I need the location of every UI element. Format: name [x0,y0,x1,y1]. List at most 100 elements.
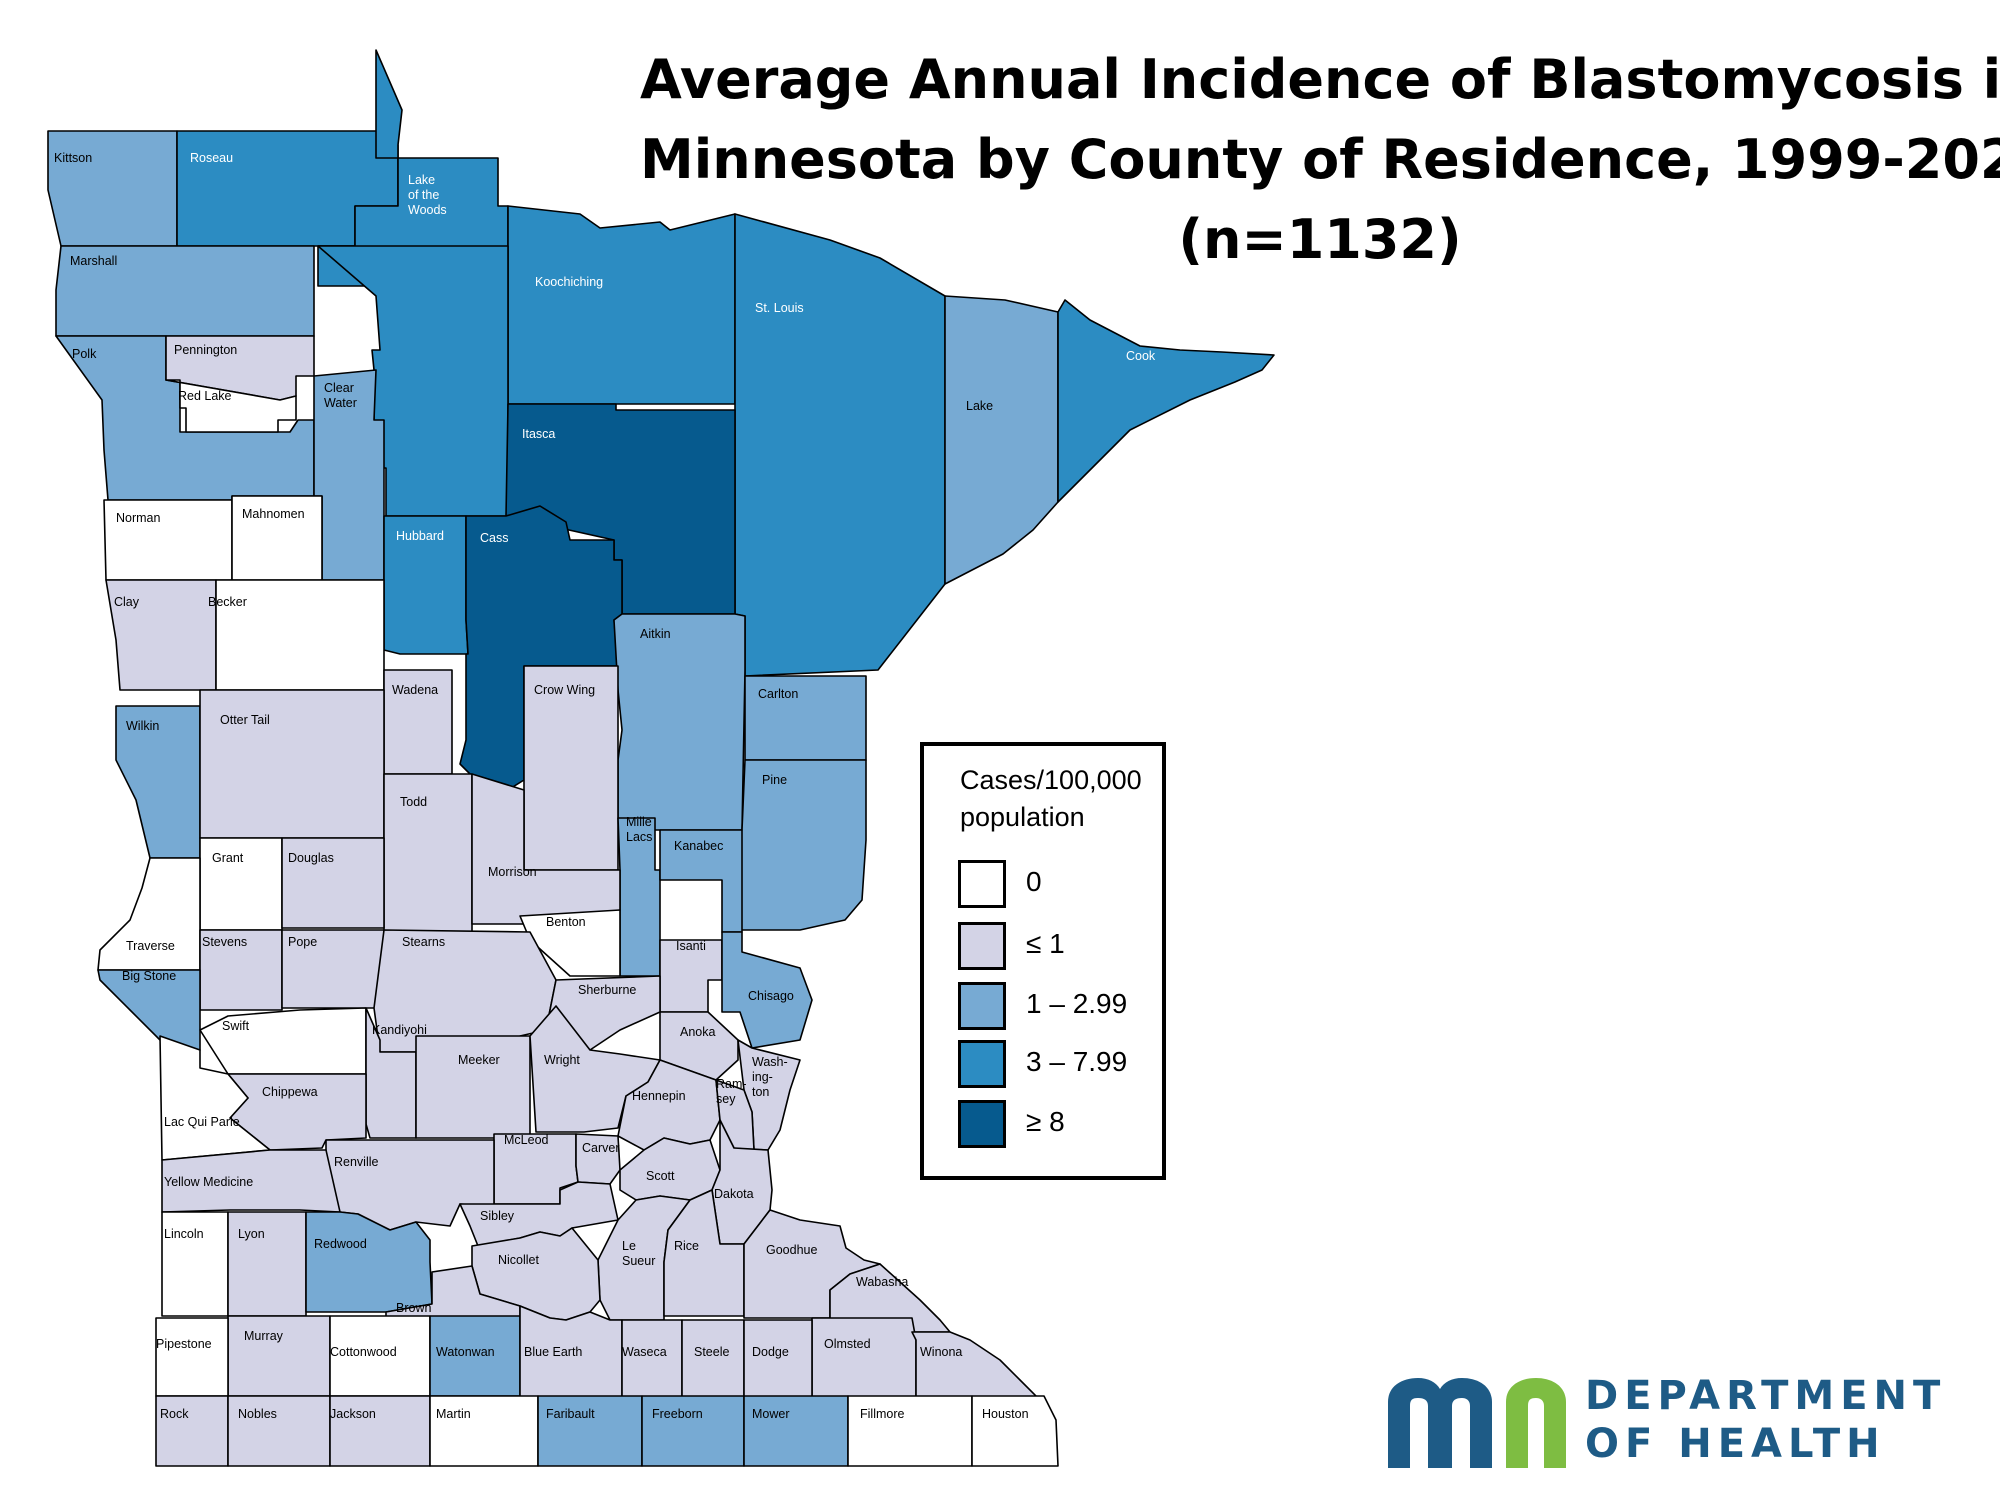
county-label-kandiyohi: Kandiyohi [372,1023,427,1037]
county-label-ramsey: Ram-sey [716,1077,747,1106]
county-houston [971,1395,1059,1467]
county-label-renville: Renville [334,1155,379,1169]
legend-swatch-0 [958,860,1006,908]
county-todd [383,773,473,933]
county-pine [729,759,867,931]
county-label-le-sueur: Le Sueur [622,1239,655,1268]
county-label-mower: Mower [752,1407,790,1421]
county-olmsted [811,1317,917,1401]
county-label-st-louis: St. Louis [755,301,804,315]
county-label-fillmore: Fillmore [860,1407,904,1421]
county-label-kittson: Kittson [54,151,92,165]
county-st-louis [734,213,946,677]
county-label-nicollet: Nicollet [498,1253,540,1267]
county-label-carver: Carver [582,1141,620,1155]
county-label-nobles: Nobles [238,1407,277,1421]
county-morrison [471,773,621,925]
county-label-steele: Steele [694,1345,729,1359]
county-label-beltrami: Beltrami [328,303,374,317]
county-kittson [47,130,178,247]
county-label-rice: Rice [674,1239,699,1253]
county-label-olmsted: Olmsted [824,1337,871,1351]
title-line-1: Average Annual Incidence of Blastomycosi… [640,48,2000,111]
county-label-norman: Norman [116,511,161,525]
county-label-aitkin: Aitkin [640,627,671,641]
map-legend: Cases/100,000 population 0 ≤ 1 1 – 2.99 … [920,742,1166,1180]
county-label-dodge: Dodge [752,1345,789,1359]
county-murray [227,1315,331,1397]
county-label-marshall: Marshall [70,254,117,268]
county-label-red-lake: Red Lake [178,389,232,403]
title-line-2: Minnesota by County of Residence, 1999-2… [640,128,2000,191]
county-label-mille-lacs: Mille Lacs [626,815,652,844]
county-lake [944,295,1059,585]
county-label-roseau: Roseau [190,151,233,165]
county-label-brown: Brown [396,1301,431,1315]
county-pipestone [155,1317,229,1397]
county-label-isanti: Isanti [676,939,706,953]
county-label-cottonwood: Cottonwood [330,1345,397,1359]
county-label-benton: Benton [546,915,586,929]
county-chisago [721,931,813,1049]
county-label-stevens: Stevens [202,935,247,949]
county-label-otter-tail: Otter Tail [220,713,270,727]
county-label-freeborn: Freeborn [652,1407,703,1421]
county-label-crow-wing: Crow Wing [534,683,595,697]
county-label-goodhue: Goodhue [766,1243,817,1257]
county-label-hubbard: Hubbard [396,529,444,543]
county-red-lake [165,379,297,433]
county-label-houston: Houston [982,1407,1029,1421]
county-label-carlton: Carlton [758,687,798,701]
county-label-watonwan: Watonwan [436,1345,495,1359]
logo-line-2: OF HEALTH [1585,1421,1886,1467]
county-label-becker: Becker [208,595,247,609]
county-label-blue-earth: Blue Earth [524,1345,582,1359]
county-winona [911,1331,1041,1401]
county-steele [681,1319,745,1401]
county-label-itasca: Itasca [522,427,555,441]
county-label-wadena: Wadena [392,683,438,697]
county-dodge [743,1319,813,1401]
legend-title: Cases/100,000 population [960,762,1142,836]
map-title: Average Annual Incidence of Blastomycosi… [640,40,2000,280]
county-label-morrison: Morrison [488,865,537,879]
county-label-scott: Scott [646,1169,675,1183]
county-label-anoka: Anoka [680,1025,715,1039]
county-label-sibley: Sibley [480,1209,515,1223]
department-of-health-logo: DEPARTMENT OF HEALTH [1380,1372,1940,1472]
county-meeker [415,1035,531,1139]
county-label-kanabec: Kanabec [674,839,723,853]
county-label-mcleod: McLeod [504,1133,549,1147]
county-label-chippewa: Chippewa [262,1085,318,1099]
county-label-meeker: Meeker [458,1053,500,1067]
legend-label-3: 3 – 7.99 [1026,1046,1128,1077]
county-label-polk: Polk [72,347,97,361]
legend-label-4: ≥ 8 [1026,1106,1065,1137]
county-label-pine: Pine [762,773,787,787]
county-label-rock: Rock [160,1407,189,1421]
legend-swatch-4 [958,1100,1006,1148]
county-traverse [97,857,201,971]
legend-title-line-1: Cases/100,000 [960,765,1142,795]
legend-swatch-3 [958,1040,1006,1088]
county-label-mahnomen: Mahnomen [242,507,305,521]
county-clay [105,579,217,691]
county-label-cook: Cook [1126,349,1156,363]
county-label-stearns: Stearns [402,935,445,949]
county-label-grant: Grant [212,851,244,865]
county-label-lake: Lake [966,399,993,413]
county-label-clear-water: Clear Water [324,381,357,410]
county-label-wabasha: Wabasha [856,1275,908,1289]
county-label-koochiching: Koochiching [535,275,603,289]
county-lake-of-the-woods [317,49,509,287]
county-label-faribault: Faribault [546,1407,595,1421]
county-label-dakota: Dakota [714,1187,754,1201]
mn-logo-icon [1388,1378,1566,1468]
county-label-wilkin: Wilkin [126,719,159,733]
county-douglas [281,837,385,929]
county-label-martin: Martin [436,1407,471,1421]
legend-label-0: 0 [1026,866,1042,897]
county-cook [1057,299,1275,503]
county-label-lincoln: Lincoln [164,1227,204,1241]
